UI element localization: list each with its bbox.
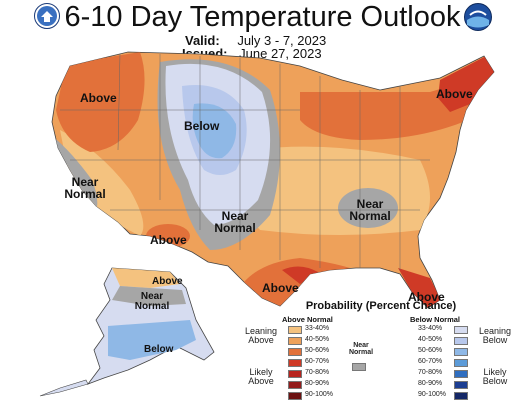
legend-leaning-below: Leaning Below — [478, 326, 512, 346]
legend-below-range: 33-40% — [418, 325, 443, 332]
label-above-florida: Above — [408, 290, 445, 304]
legend-above-swatch — [288, 381, 302, 389]
above-light-west — [60, 130, 144, 236]
below-strong-zone — [192, 103, 237, 159]
alaska-below-zone — [108, 320, 196, 360]
legend-title: Probability (Percent Chance) — [305, 300, 457, 312]
above-strong-nw — [56, 52, 145, 152]
above-dark-ne — [438, 56, 494, 112]
legend-above-swatch — [288, 337, 302, 345]
near-normal-west-zone — [52, 136, 98, 212]
legend-below-swatch — [454, 381, 468, 389]
valid-label: Valid: — [185, 33, 220, 48]
alaska-tail — [39, 379, 89, 397]
label-alaska-above: Above — [152, 276, 183, 287]
label-above-northeast: Above — [436, 87, 473, 101]
legend-below-swatch — [454, 337, 468, 345]
legend-near-swatch — [352, 363, 366, 371]
valid-dates: Valid: July 3 - 7, 2023 — [185, 33, 326, 48]
legend-above-range: 80-90% — [305, 380, 330, 387]
legend-likely-above: Likely Above — [248, 367, 274, 387]
legend-below-range: 90-100% — [418, 391, 447, 398]
state-boundaries — [60, 53, 430, 270]
label-alaska-near-normal: Near Normal — [134, 291, 170, 312]
above-dark-florida — [398, 268, 442, 308]
legend-above-swatch — [288, 370, 302, 378]
near-normal-southeast-zone — [338, 188, 398, 228]
legend-above-swatch — [288, 392, 302, 400]
legend-below-range: 40-50% — [418, 336, 443, 343]
legend-below-swatch — [454, 359, 468, 367]
above-strong-lakes — [300, 80, 470, 140]
legend-below-swatch — [454, 370, 468, 378]
legend-below-range: 50-60% — [418, 347, 443, 354]
legend-below-swatch — [454, 326, 468, 334]
probability-legend: Probability (Percent Chance) Above Norma… — [240, 300, 522, 403]
legend-below-range: 70-80% — [418, 369, 443, 376]
legend-above-swatch — [288, 359, 302, 367]
label-above-southwest: Above — [150, 233, 187, 247]
label-below-north: Below — [184, 119, 220, 133]
label-above-gulf: Above — [262, 281, 299, 295]
page-title: 6-10 Day Temperature Outlook — [64, 1, 461, 33]
legend-below-swatch — [454, 348, 468, 356]
legend-above-range: 40-50% — [305, 336, 330, 343]
legend-above-range: 70-80% — [305, 369, 330, 376]
label-near-normal-west: Near Normal — [64, 175, 106, 201]
valid-value: July 3 - 7, 2023 — [237, 33, 327, 48]
legend-above-range: 33-40% — [305, 325, 330, 332]
noaa-logo-icon — [464, 3, 492, 31]
legend-leaning-above: Leaning Above — [244, 326, 278, 346]
legend-likely-below: Likely Below — [482, 367, 508, 387]
label-near-normal-southeast: Near Normal — [349, 197, 391, 223]
label-near-normal-central: Near Normal — [214, 209, 256, 235]
legend-below-range: 80-90% — [418, 380, 443, 387]
legend-below-range: 60-70% — [418, 358, 443, 365]
alaska-near-zone — [112, 286, 186, 306]
legend-near-header: Near Normal — [348, 342, 374, 357]
label-alaska-below: Below — [144, 344, 174, 355]
legend-above-swatch — [288, 348, 302, 356]
above-dark-gulf — [282, 266, 318, 284]
legend-below-swatch — [454, 392, 468, 400]
legend-below-header: Below Normal — [410, 315, 461, 324]
above-strong-gulf — [244, 258, 350, 306]
legend-above-range: 60-70% — [305, 358, 330, 365]
legend-above-range: 50-60% — [305, 347, 330, 354]
alaska-above-zone — [112, 268, 180, 288]
label-above-northwest: Above — [80, 91, 117, 105]
legend-above-range: 90-100% — [305, 391, 334, 398]
commerce-seal-icon — [34, 3, 60, 29]
issued-value: June 27, 2023 — [239, 46, 322, 61]
legend-above-swatch — [288, 326, 302, 334]
legend-above-header: Above Normal — [282, 315, 333, 324]
